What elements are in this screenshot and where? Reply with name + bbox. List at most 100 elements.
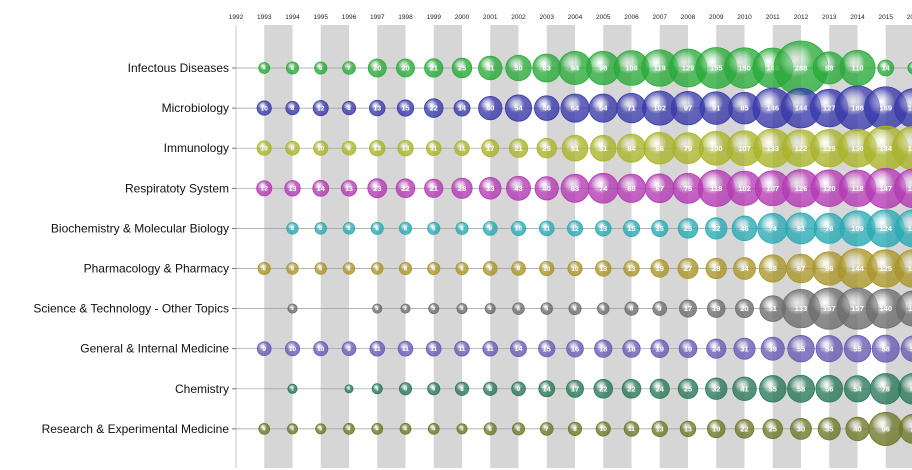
- year-label: 1998: [398, 14, 413, 21]
- bubble-value-label: 30: [797, 425, 805, 434]
- bubble-value-label: 22: [430, 104, 438, 113]
- bubble-value-label: 11: [374, 346, 381, 353]
- bubble: [510, 220, 527, 236]
- bubble-value-label: 8: [573, 427, 577, 433]
- bubble-value-label: 119: [654, 64, 666, 73]
- bubble: [397, 340, 414, 357]
- bubble-value-label: 3: [319, 427, 322, 432]
- bubble-value-label: 4: [348, 427, 351, 433]
- bubble: [894, 168, 912, 209]
- bubble-value-label: 6: [263, 266, 266, 272]
- bubble: [424, 98, 444, 118]
- bubble: [705, 377, 728, 400]
- bubble-value-label: 11: [402, 346, 409, 353]
- year-stripe: [490, 25, 519, 468]
- bubble: [424, 58, 444, 78]
- bubble-value-label: 74: [769, 224, 778, 233]
- bubble: [508, 138, 529, 158]
- bubble: [342, 61, 356, 75]
- year-stripe: [546, 25, 575, 468]
- bubble-value-label: 13: [345, 186, 353, 193]
- bubble: [313, 341, 329, 357]
- bubble: [256, 180, 273, 197]
- category-label: General & Internal Medicine: [80, 342, 229, 356]
- bubble-value-label: 19: [656, 264, 664, 273]
- bubble: [399, 423, 412, 435]
- bubble: [536, 138, 557, 159]
- year-label: 2007: [653, 14, 668, 21]
- year-label: 1996: [342, 14, 357, 21]
- bubble-value-label: 13: [402, 146, 410, 153]
- bubble-value-label: 106: [625, 64, 638, 73]
- year-label: 2016: [907, 14, 912, 21]
- bubble-value-label: 33: [486, 184, 494, 193]
- bubble-value-label: 144: [795, 104, 808, 113]
- bubble-value-label: 4: [432, 427, 435, 433]
- bubble: [456, 303, 468, 315]
- bubble-value-label: 102: [738, 184, 751, 193]
- bubble-value-label: 118: [851, 184, 863, 193]
- bubble-value-label: 96: [825, 264, 833, 273]
- bubble-value-label: 8: [630, 307, 634, 313]
- bubble-value-label: 75: [684, 184, 692, 193]
- bubble-value-label: 130: [908, 264, 912, 273]
- bubble-value-label: 18: [599, 344, 607, 353]
- bubble: [343, 423, 355, 435]
- year-label: 1995: [314, 14, 329, 21]
- bubble-value-label: 15: [401, 104, 409, 113]
- bubble-value-label: 78: [882, 384, 890, 393]
- year-label: 2012: [794, 14, 809, 21]
- bubble-value-label: 22: [627, 384, 635, 393]
- bubble: [483, 422, 497, 436]
- bubble-value-label: 9: [517, 266, 521, 273]
- category-label: Chemistry: [175, 382, 229, 396]
- bubble: [561, 134, 589, 162]
- bubble-value-label: 55: [769, 384, 777, 393]
- bubble-value-label: 13: [289, 186, 297, 193]
- bubble-value-label: 56: [825, 384, 833, 393]
- bubble-value-label: 6: [404, 387, 407, 393]
- bubble: [453, 99, 471, 117]
- bubble-value-label: 11: [430, 146, 437, 153]
- category-label: Biochemistry & Molecular Biology: [51, 221, 229, 235]
- bubble: [511, 261, 526, 276]
- bubble-value-label: 147: [879, 184, 892, 193]
- bubble: [340, 180, 358, 197]
- bubble: [679, 299, 697, 318]
- year-label: 1992: [229, 14, 244, 21]
- bubble-value-label: 63: [571, 184, 579, 193]
- year-label: 1999: [427, 14, 442, 21]
- bubble-value-label: 67: [656, 184, 664, 193]
- bubble: [511, 422, 526, 436]
- bubble-value-label: 19: [712, 304, 720, 313]
- bubble: [506, 175, 531, 201]
- bubble-value-label: 15: [543, 344, 551, 353]
- bubble: [622, 219, 641, 237]
- bubble: [371, 383, 383, 395]
- bubble: [314, 262, 327, 275]
- year-stripe: [716, 25, 745, 468]
- bubble-value-label: 51: [599, 144, 607, 153]
- bubble-value-label: 3: [432, 306, 435, 311]
- category-label: Pharmacology & Pharmacy: [84, 262, 229, 276]
- bubble-value-label: 21: [430, 64, 438, 73]
- bubble-value-label: 41: [486, 64, 494, 73]
- bubble: [313, 140, 329, 156]
- bubble-value-label: 35: [825, 425, 833, 434]
- year-label: 2013: [822, 14, 837, 21]
- bubble: [285, 61, 300, 75]
- bubble-value-label: 2: [376, 306, 379, 311]
- bubble: [398, 221, 413, 235]
- bubble-value-label: 28: [712, 264, 720, 273]
- bubble: [371, 423, 384, 435]
- bubble: [679, 420, 697, 438]
- bubble-value-label: 102: [653, 104, 666, 113]
- bubble-value-label: 2: [291, 306, 294, 311]
- bubble-value-label: 144: [851, 264, 864, 273]
- bubble: [395, 178, 416, 199]
- bubble-value-label: 1: [348, 386, 351, 391]
- bubble-value-label: 41: [740, 384, 748, 393]
- bubble-value-label: 85: [740, 104, 748, 113]
- bubble-value-label: 51: [769, 304, 777, 313]
